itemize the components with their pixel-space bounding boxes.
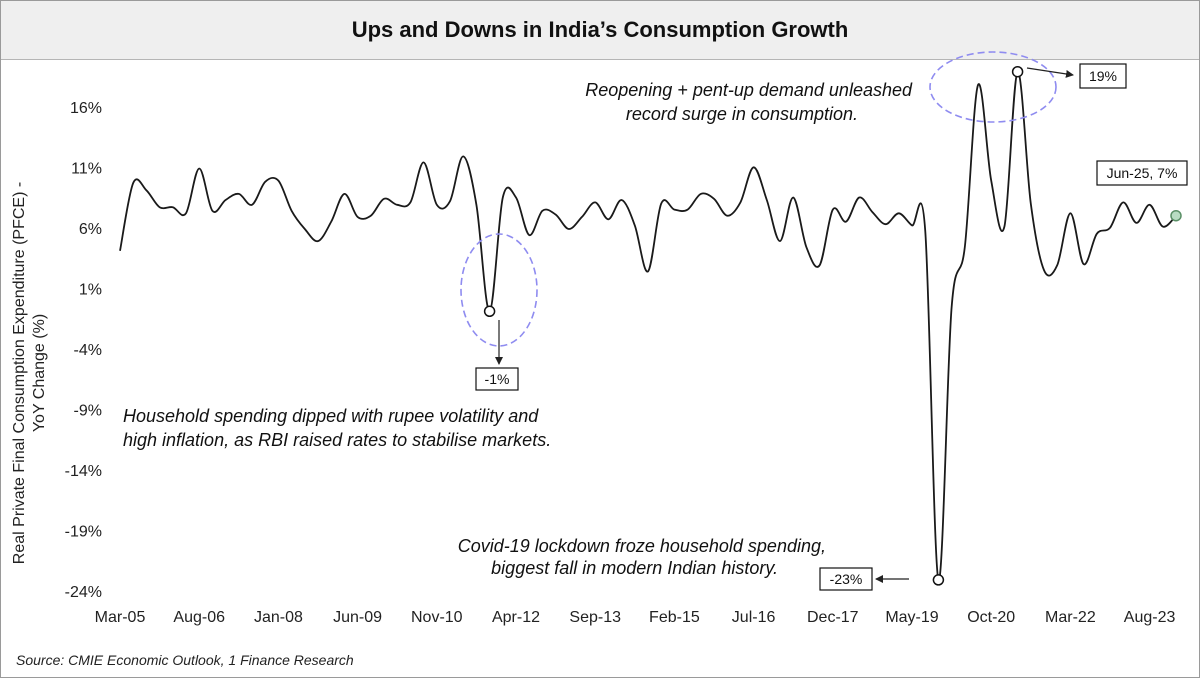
y-axis-title: Real Private Final Consumption Expenditu… [11, 182, 48, 564]
label-latest: Jun-25, 7% [1107, 165, 1178, 181]
highlight-ellipse-reopening [929, 51, 1057, 123]
y-tick-label: -9% [74, 403, 102, 420]
y-tick-label: -24% [65, 584, 102, 601]
series-line [119, 70, 1177, 581]
x-tick-label: Oct-20 [967, 609, 1015, 626]
y-axis: 16% 11% 6% 1% -4% -9% -14% -19% -24% [65, 100, 102, 601]
annotation-covid: -23% Covid-19 lockdown froze household s… [458, 536, 909, 591]
label-covid: -23% [830, 571, 863, 587]
y-axis-title-line-1: Real Private Final Consumption Expenditu… [11, 182, 28, 564]
x-tick-label: Mar-05 [95, 609, 146, 626]
annotation-latest: Jun-25, 7% [1096, 160, 1188, 186]
point-markers [483, 65, 1182, 586]
x-tick-label: Aug-06 [173, 609, 225, 626]
x-tick-label: Jan-08 [254, 609, 303, 626]
marker-covid-low [932, 574, 945, 586]
y-tick-label: -14% [65, 463, 102, 480]
x-tick-label: Dec-17 [807, 609, 859, 626]
y-tick-label: -4% [74, 342, 102, 359]
x-tick-label: Jul-16 [732, 609, 776, 626]
note-reopening-line-1: Reopening + pent-up demand unleashed [585, 80, 913, 100]
note-dip-line-2: high inflation, as RBI raised rates to s… [123, 430, 551, 450]
x-tick-label: Aug-23 [1124, 609, 1176, 626]
note-covid-line-1: Covid-19 lockdown froze household spendi… [458, 536, 826, 556]
marker-dip-2013 [483, 305, 496, 318]
x-tick-label: Mar-22 [1045, 609, 1096, 626]
x-tick-label: Jun-09 [333, 609, 382, 626]
chart-title: Ups and Downs in India’s Consumption Gro… [1, 1, 1199, 60]
label-reopening: 19% [1089, 68, 1117, 84]
y-tick-label: -19% [65, 524, 102, 541]
note-dip-line-1: Household spending dipped with rupee vol… [123, 406, 539, 426]
note-reopening-line-2: record surge in consumption. [626, 104, 858, 124]
y-tick-label: 16% [70, 100, 102, 117]
y-axis-title-line-2: YoY Change (%) [31, 314, 48, 432]
marker-latest [1170, 209, 1182, 222]
x-tick-label: Apr-12 [492, 609, 540, 626]
annotation-dip-2013: -1% Household spending dipped with rupee… [123, 233, 551, 450]
label-dip: -1% [485, 371, 510, 387]
x-tick-label: May-19 [885, 609, 938, 626]
label-box-latest [1096, 160, 1188, 186]
y-tick-label: 1% [79, 282, 102, 299]
y-tick-label: 11% [71, 161, 102, 178]
marker-reopening-high [1011, 65, 1024, 78]
note-covid-line-2: biggest fall in modern Indian history. [491, 558, 778, 578]
source-note: Source: CMIE Economic Outlook, 1 Finance… [16, 652, 354, 668]
y-tick-label: 6% [79, 221, 102, 238]
label-box-reopening [1079, 63, 1127, 89]
arrow-reopening [1026, 67, 1074, 78]
x-tick-label: Sep-13 [569, 609, 621, 626]
label-box-covid [819, 567, 873, 591]
annotation-reopening: 19% Reopening + pent-up demand unleashed… [585, 51, 1127, 124]
highlight-ellipse-dip [460, 233, 538, 347]
label-box-dip [475, 367, 519, 391]
x-tick-label: Feb-15 [649, 609, 700, 626]
x-axis: Mar-05 Aug-06 Jan-08 Jun-09 Nov-10 Apr-12 Sep-… [95, 609, 1176, 626]
x-tick-label: Nov-10 [411, 609, 463, 626]
